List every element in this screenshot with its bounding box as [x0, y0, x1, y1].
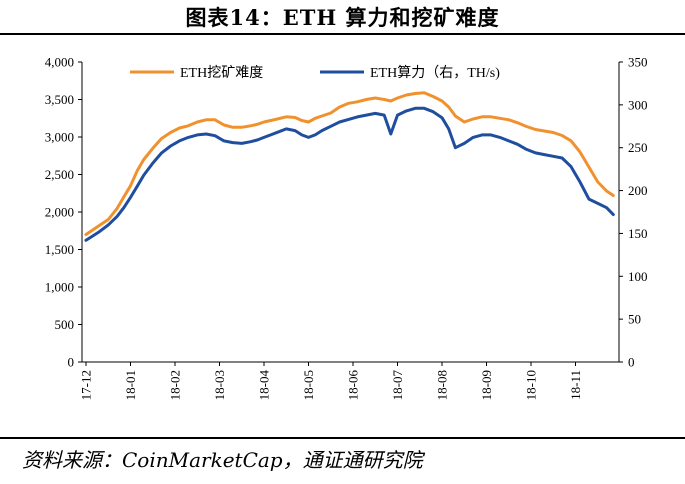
x-tick-label: 18-04 [257, 370, 272, 401]
plot-frame [81, 62, 620, 363]
title-divider [0, 33, 685, 35]
chart-title: 图表14：ETH 算力和挖矿难度 [185, 5, 500, 30]
x-tick-label: 18-06 [346, 370, 361, 401]
left-tick-label: 3,000 [45, 130, 74, 145]
legend-label: ETH算力（右，TH/s) [370, 65, 500, 81]
series-layer [84, 91, 615, 242]
x-tick-label: 18-08 [435, 370, 450, 400]
x-axis-ticks: 17-12 18-01 18-02 18-03 18-04 18-05 18-06 18-07… [79, 362, 583, 401]
left-tick-label: 500 [55, 317, 75, 332]
right-axis-ticks: 0 50 100 150 200 250 300 350 [619, 55, 648, 370]
left-tick-label: 0 [68, 355, 75, 370]
x-tick-label: 18-11 [568, 370, 583, 400]
right-tick-label: 0 [628, 355, 635, 370]
right-tick-label: 250 [628, 140, 648, 155]
x-tick-label: 18-01 [123, 370, 138, 400]
hashrate-series-line [84, 106, 615, 242]
x-tick-label: 17-12 [79, 370, 94, 400]
x-tick-label: 18-02 [168, 370, 183, 400]
right-tick-label: 100 [628, 269, 648, 284]
left-tick-label: 3,500 [45, 92, 74, 107]
left-tick-label: 4,000 [45, 55, 74, 70]
left-tick-label: 2,000 [45, 205, 74, 220]
source-note: 资料来源：CoinMarketCap，通证通研究院 [22, 448, 423, 472]
x-tick-label: 18-09 [479, 370, 494, 400]
left-tick-label: 2,500 [45, 167, 74, 182]
x-tick-label: 18-03 [212, 370, 227, 400]
legend: ETH挖矿难度 ETH算力（右，TH/s) [130, 65, 500, 81]
x-tick-label: 18-07 [390, 370, 405, 401]
x-tick-label: 18-05 [301, 370, 316, 400]
right-tick-label: 300 [628, 97, 648, 112]
legend-label: ETH挖矿难度 [180, 65, 263, 81]
right-tick-label: 150 [628, 226, 648, 241]
left-axis-ticks: 0 500 1,000 1,500 2,000 2,500 3,000 3,500 4,000 [45, 55, 82, 370]
source-divider [0, 437, 685, 439]
chart-canvas: 05001,0001,5002,0002,5003,0003,5004,000 … [45, 55, 648, 401]
right-tick-label: 50 [628, 312, 641, 327]
difficulty-series-line [84, 91, 615, 236]
left-tick-label: 1,000 [45, 280, 74, 295]
right-tick-label: 200 [628, 183, 648, 198]
x-tick-label: 18-10 [524, 370, 539, 400]
left-tick-label: 1,500 [45, 242, 74, 257]
right-tick-label: 350 [628, 55, 648, 70]
